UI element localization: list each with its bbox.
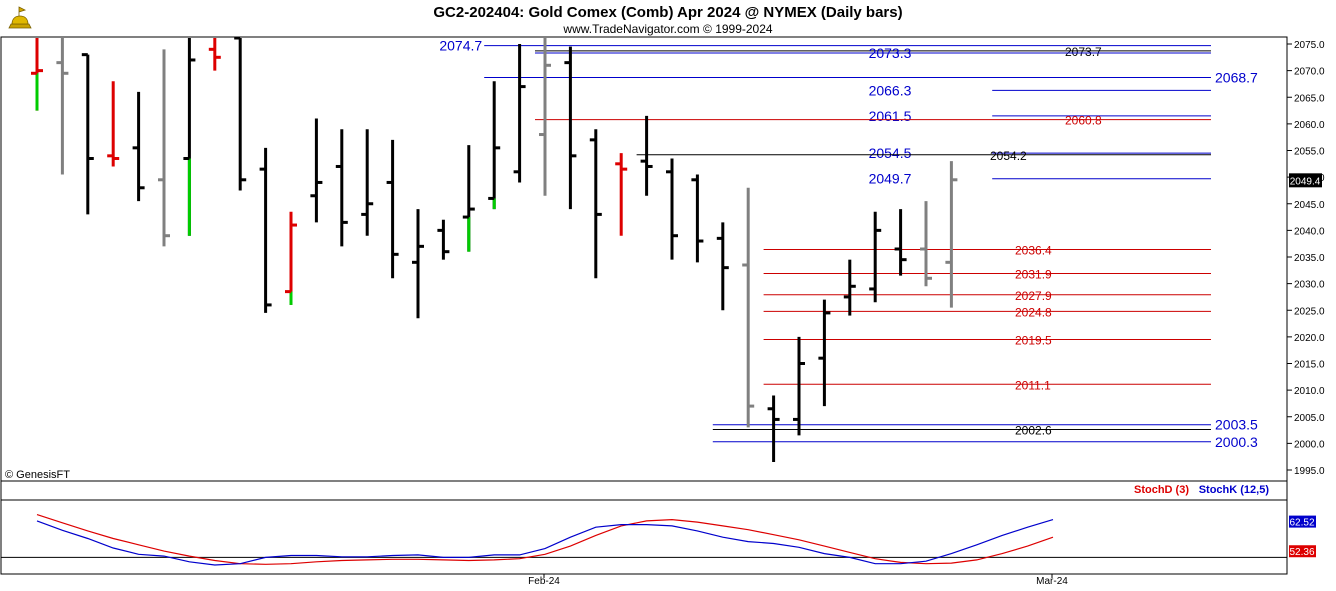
level-label: 2024.8 [1015,305,1052,319]
price-panel [0,36,1288,482]
x-tick-label: Feb-24 [528,576,560,587]
level-label: 2060.8 [1065,114,1102,128]
stochk-value-box [1289,515,1316,528]
y-tick-label: 2025.0 [1294,306,1325,317]
y-tick-label: 2060.0 [1294,120,1325,131]
y-tick-label: 1995.0 [1294,466,1325,477]
source-note: © GenesisFT [5,469,70,481]
legend-strip [0,480,1288,501]
level-label: 2011.1 [1015,378,1051,392]
level-label: 2002.6 [1015,424,1052,438]
x-tick-label: Mar-24 [1036,576,1068,587]
last-price-label: 2049.4 [1290,176,1321,187]
stochk-value: 62.52 [1289,518,1314,529]
y-tick-label: 2000.0 [1294,439,1325,450]
stochd-value-box [1289,545,1316,558]
level-label: 2074.7 [439,38,482,54]
y-tick-label: 2035.0 [1294,253,1325,264]
level-label: 2049.7 [869,171,912,187]
legend-stochk: StochK (12,5) [1199,484,1270,496]
y-tick-label: 2005.0 [1294,413,1325,424]
stochd-value: 52.36 [1289,547,1314,558]
level-label: 2027.9 [1015,289,1052,303]
y-tick-label: 2065.0 [1294,93,1325,104]
y-tick-label: 2075.0 [1294,40,1325,51]
stochastic-panel [0,499,1288,575]
last-price-box [1289,173,1322,188]
y-tick-label: 2010.0 [1294,386,1325,397]
level-label: 2073.7 [1065,45,1102,59]
level-label: 2036.4 [1015,244,1052,258]
level-label: 2066.3 [869,82,912,98]
chart-title: GC2-202404: Gold Comex (Comb) Apr 2024 @… [433,4,902,21]
level-label: 2054.5 [869,145,912,161]
y-tick-label: 2070.0 [1294,67,1325,78]
y-tick-label: 2055.0 [1294,147,1325,158]
level-label: 2019.5 [1015,334,1052,348]
stochk-line [36,519,1054,566]
price-axis: 2075.02070.02065.02060.02055.02050.02045… [1287,40,1325,477]
y-tick-label: 2015.0 [1294,360,1325,371]
logo-icon [8,6,32,29]
level-label: 2031.9 [1015,268,1052,282]
level-label: 2068.7 [1215,70,1258,86]
level-label: 2061.5 [869,108,912,124]
y-tick-label: 2045.0 [1294,200,1325,211]
level-label: 2054.2 [990,149,1027,163]
copyright-text: www.TradeNavigator.com © 1999-2024 [562,22,772,36]
y-tick-label: 2020.0 [1294,333,1325,344]
stochd-line [36,514,1054,565]
y-tick-label: 2030.0 [1294,280,1325,291]
y-tick-label: 2040.0 [1294,226,1325,237]
ohlc-bars [31,36,958,463]
level-label: 2003.5 [1215,417,1258,433]
date-axis: Feb-24 Mar-24 [528,574,1068,587]
level-label: 2073.3 [869,45,912,61]
stochastic-lines: 62.52 52.36 [1,514,1316,566]
legend-stochd: StochD (3) [1134,484,1189,496]
support-resistance-lines: 2074.7 2073.7 2073.3 2068.7 2066.3 2061.5 2060… [439,38,1258,450]
level-label: 2000.3 [1215,434,1258,450]
